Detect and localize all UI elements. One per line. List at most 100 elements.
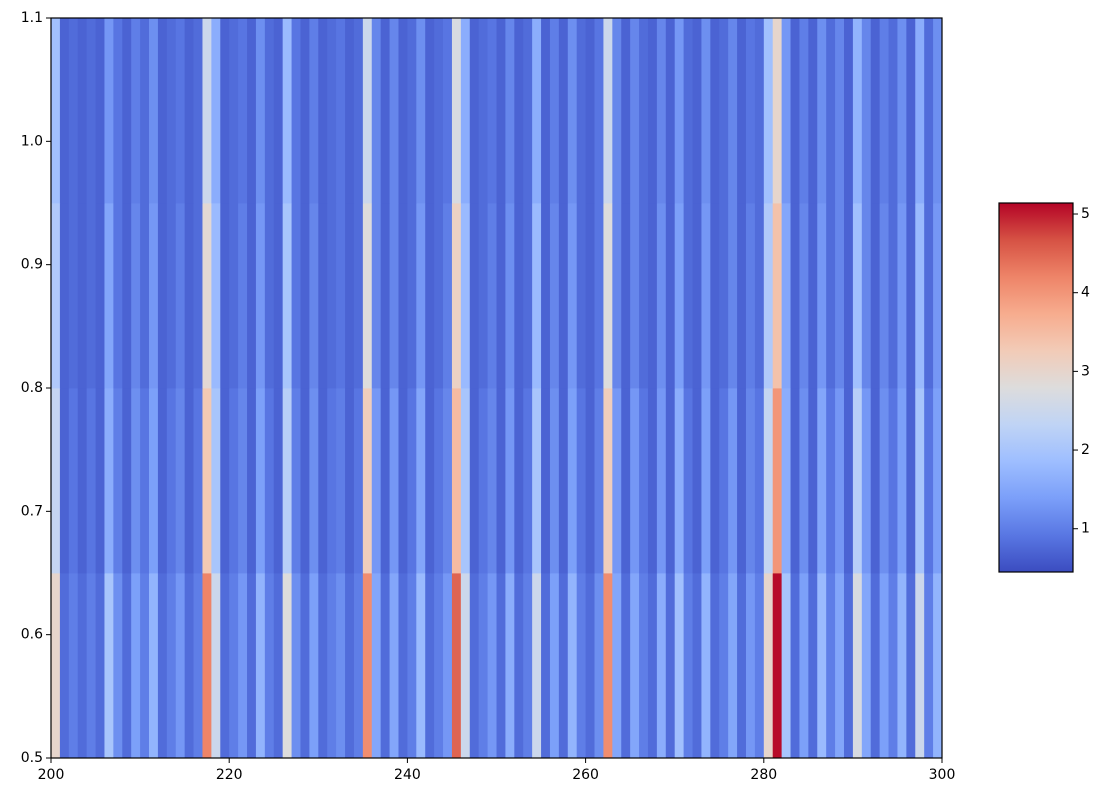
heat-cell — [647, 388, 658, 574]
heat-cell — [674, 388, 685, 574]
heat-cell — [487, 18, 497, 204]
heat-cell — [362, 203, 373, 389]
heat-cell — [817, 573, 827, 759]
heat-cell — [184, 203, 194, 389]
heat-cell — [193, 203, 203, 389]
heat-cell — [229, 203, 239, 389]
heat-cell — [282, 203, 292, 389]
heat-cell — [737, 203, 747, 389]
heat-cell — [576, 18, 586, 204]
heat-cell — [166, 388, 177, 574]
heat-cell — [781, 203, 791, 389]
heat-cell — [799, 573, 809, 759]
heat-cell — [273, 18, 284, 204]
heat-cell — [888, 388, 898, 574]
heat-cell — [683, 388, 693, 574]
heat-cell — [113, 203, 123, 389]
heat-cell — [532, 573, 542, 759]
heat-cell — [273, 388, 284, 574]
heat-cell — [790, 573, 800, 759]
heat-cell — [434, 203, 444, 389]
heat-cell — [157, 18, 168, 204]
heat-cell — [220, 18, 230, 204]
heat-cell — [211, 388, 221, 574]
heat-cell — [398, 573, 408, 759]
heat-cell — [496, 573, 506, 759]
heat-cell — [407, 388, 417, 574]
heat-cell — [585, 18, 595, 204]
heat-cell — [861, 388, 872, 574]
heat-cell — [772, 18, 783, 204]
heat-cell — [594, 388, 604, 574]
heat-cell — [255, 388, 266, 574]
heat-cell — [906, 18, 916, 204]
heat-cell — [255, 573, 266, 759]
heat-cell — [674, 18, 685, 204]
heat-cell — [897, 18, 907, 204]
heat-cell — [113, 388, 123, 574]
heat-cell — [915, 573, 925, 759]
heat-cell — [639, 203, 649, 389]
heat-cell — [852, 573, 863, 759]
heat-cell — [122, 573, 132, 759]
heat-cell — [175, 573, 186, 759]
heat-cell — [149, 203, 159, 389]
heat-cell — [496, 18, 506, 204]
heat-cell — [915, 18, 925, 204]
heat-cell — [728, 18, 738, 204]
heat-cell — [558, 18, 569, 204]
heat-cell — [380, 573, 390, 759]
heat-cell — [603, 573, 613, 759]
heat-cell — [434, 573, 444, 759]
heat-cell — [291, 388, 301, 574]
heat-cell — [549, 18, 560, 204]
heat-cell — [496, 388, 506, 574]
heat-cell — [478, 18, 488, 204]
heat-cell — [389, 18, 399, 204]
heat-cell — [86, 18, 96, 204]
heat-cell — [309, 203, 319, 389]
heat-cell — [879, 18, 889, 204]
heat-cell — [336, 573, 346, 759]
heat-cell — [460, 388, 471, 574]
colorbar-tick-label: 1 — [1081, 521, 1090, 537]
heat-cell — [451, 573, 462, 759]
heat-cell — [184, 18, 194, 204]
heat-cell — [567, 203, 578, 389]
heat-cell — [291, 18, 301, 204]
heat-cell — [157, 573, 168, 759]
heat-cell — [576, 573, 586, 759]
heat-cell — [826, 203, 836, 389]
heat-cell — [238, 18, 248, 204]
heat-cell — [229, 573, 239, 759]
heat-cell — [434, 18, 444, 204]
heat-cell — [398, 18, 408, 204]
x-tick-label: 200 — [38, 767, 65, 783]
heat-cell — [514, 203, 524, 389]
heat-cell — [843, 573, 854, 759]
heat-cell — [175, 203, 186, 389]
heat-cell — [906, 388, 916, 574]
heat-cell — [710, 203, 720, 389]
heat-cell — [541, 573, 551, 759]
heat-cell — [451, 388, 462, 574]
heat-cell — [300, 388, 310, 574]
heat-cell — [763, 203, 774, 389]
heat-cell — [728, 203, 738, 389]
heat-cell — [353, 388, 364, 574]
heat-cell — [389, 388, 399, 574]
heat-cell — [817, 388, 827, 574]
heat-cell — [443, 573, 453, 759]
heat-cell — [247, 388, 257, 574]
heat-cell — [808, 18, 818, 204]
heat-cell — [621, 18, 631, 204]
heat-cell — [639, 573, 649, 759]
heat-cell — [585, 573, 595, 759]
heat-cell — [211, 203, 221, 389]
heat-cell — [843, 388, 854, 574]
heat-cell — [211, 573, 221, 759]
heat-cell — [416, 18, 426, 204]
heat-cell — [514, 573, 524, 759]
heat-cell — [861, 573, 872, 759]
